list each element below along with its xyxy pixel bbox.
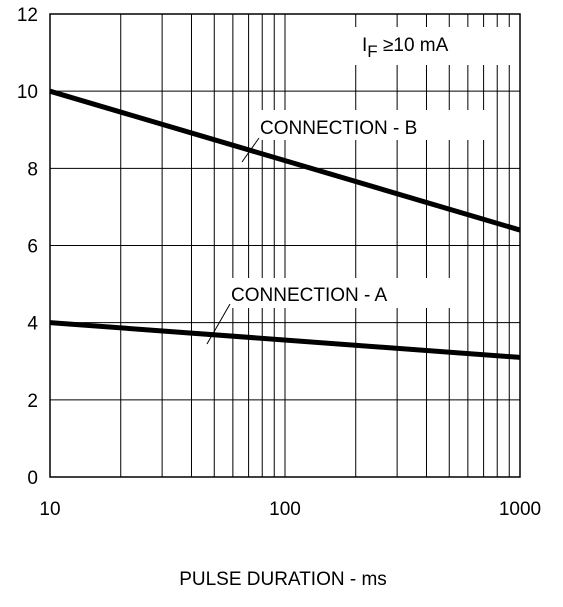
plot-frame — [49, 13, 521, 478]
series-line-connection-a — [49, 320, 521, 360]
y-tick-label: 10 — [17, 82, 38, 103]
label-b-bg — [256, 110, 492, 140]
x-tick-label: 100 — [269, 499, 301, 520]
x-tick-labels: 10 100 1000 — [39, 499, 541, 520]
series-line-connection-b — [49, 88, 521, 233]
y-tick-labels: 0 2 4 6 8 10 12 — [17, 5, 39, 489]
y-tick-label: 8 — [27, 159, 38, 180]
series-lines — [49, 88, 521, 360]
y-tick-label: 2 — [27, 391, 38, 412]
label-a-bg — [228, 278, 458, 308]
x-axis-label: PULSE DURATION - ms — [179, 569, 387, 590]
x-tick-label: 1000 — [499, 499, 541, 520]
series-label-connection-a: CONNECTION - A — [231, 285, 388, 306]
y-tick-label: 12 — [17, 5, 38, 26]
leader-line-a — [206, 303, 231, 345]
annotations: IF ≥10 mA CONNECTION - B CONNECTION - A — [206, 27, 512, 345]
x-tick-label: 10 — [39, 499, 60, 520]
y-tick-label: 6 — [27, 237, 38, 258]
grid — [49, 13, 521, 478]
series-label-connection-b: CONNECTION - B — [260, 118, 417, 139]
y-tick-label: 0 — [27, 468, 38, 489]
condition-label: IF ≥10 mA — [362, 35, 449, 61]
condition-box — [352, 27, 512, 65]
y-tick-label: 4 — [27, 314, 38, 335]
leader-line-b — [241, 137, 260, 163]
